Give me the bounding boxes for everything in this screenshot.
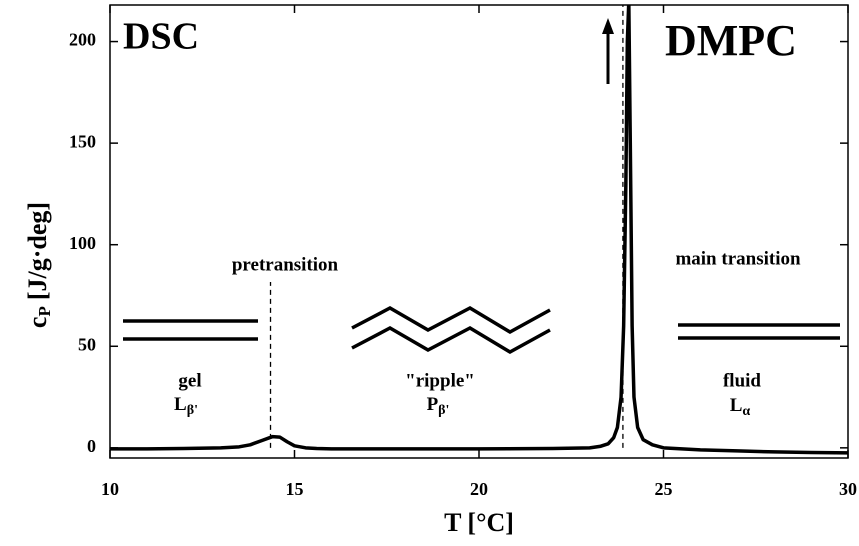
x-axis-label: T [°C] <box>444 508 514 537</box>
x-tick-label: 30 <box>839 479 857 499</box>
x-tick-label: 15 <box>286 479 304 499</box>
y-tick-label: 0 <box>87 436 96 456</box>
annotation: main transition <box>675 248 801 269</box>
chart-subtitle: DMPC <box>665 16 797 65</box>
data-line <box>110 5 848 455</box>
x-tick-label: 25 <box>655 479 673 499</box>
symbol: P <box>427 394 439 415</box>
y-tick-label: 100 <box>69 233 96 253</box>
y-tick-label: 150 <box>69 131 96 151</box>
phase-symbol: Lα <box>730 395 751 419</box>
subscript: P <box>35 306 54 316</box>
annotation: fluid <box>723 370 761 391</box>
phase-symbol: Lβ' <box>174 394 198 418</box>
subscript: α <box>742 404 750 419</box>
symbol: c <box>23 317 52 329</box>
arrow-head <box>602 18 614 34</box>
subscript: β' <box>187 403 198 418</box>
subscript: β' <box>438 403 449 418</box>
x-tick-label: 10 <box>101 479 119 499</box>
x-tick-label: 20 <box>470 479 488 499</box>
phase-symbol: Pβ' <box>427 394 450 418</box>
y-axis-label: cP [J/g·deg] <box>23 202 54 328</box>
y-tick-label: 200 <box>69 30 96 50</box>
annotation: pretransition <box>232 254 339 275</box>
annotation: gel <box>178 370 201 391</box>
unit: [J/g·deg] <box>23 202 52 300</box>
ripple-line <box>351 325 551 355</box>
annotation: "ripple" <box>405 370 475 391</box>
chart-title: DSC <box>123 16 199 58</box>
symbol: L <box>730 395 743 416</box>
symbol: L <box>174 394 187 415</box>
y-tick-label: 50 <box>78 334 96 354</box>
ripple-line <box>351 305 551 335</box>
plot-area <box>110 5 848 455</box>
